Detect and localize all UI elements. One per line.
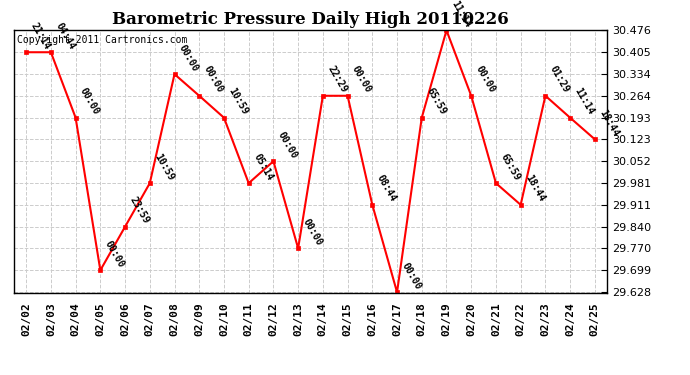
Text: 00:00: 00:00 bbox=[301, 217, 324, 248]
Text: 23:59: 23:59 bbox=[128, 195, 151, 226]
Text: 65:59: 65:59 bbox=[498, 152, 522, 182]
Text: 00:00: 00:00 bbox=[400, 261, 423, 291]
Text: 00:00: 00:00 bbox=[350, 64, 373, 95]
Text: 05:14: 05:14 bbox=[251, 152, 275, 182]
Text: Copyright 2011 Cartronics.com: Copyright 2011 Cartronics.com bbox=[17, 35, 187, 45]
Title: Barometric Pressure Daily High 20110226: Barometric Pressure Daily High 20110226 bbox=[112, 12, 509, 28]
Text: 04:44: 04:44 bbox=[53, 21, 77, 51]
Text: 00:00: 00:00 bbox=[276, 130, 299, 160]
Text: 00:00: 00:00 bbox=[78, 86, 101, 117]
Text: 01:29: 01:29 bbox=[548, 64, 571, 95]
Text: 18:44: 18:44 bbox=[523, 173, 546, 204]
Text: 21:14: 21:14 bbox=[29, 21, 52, 51]
Text: 22:29: 22:29 bbox=[326, 64, 348, 95]
Text: 10:59: 10:59 bbox=[226, 86, 250, 117]
Text: 10:59: 10:59 bbox=[152, 152, 176, 182]
Text: 18:44: 18:44 bbox=[598, 108, 621, 138]
Text: 00:00: 00:00 bbox=[474, 64, 497, 95]
Text: 00:00: 00:00 bbox=[103, 239, 126, 269]
Text: 00:00: 00:00 bbox=[177, 43, 200, 73]
Text: 00:00: 00:00 bbox=[201, 64, 225, 95]
Text: 65:59: 65:59 bbox=[424, 86, 448, 117]
Text: 11:14: 11:14 bbox=[449, 0, 473, 29]
Text: 11:14: 11:14 bbox=[573, 86, 596, 117]
Text: 08:44: 08:44 bbox=[375, 173, 398, 204]
